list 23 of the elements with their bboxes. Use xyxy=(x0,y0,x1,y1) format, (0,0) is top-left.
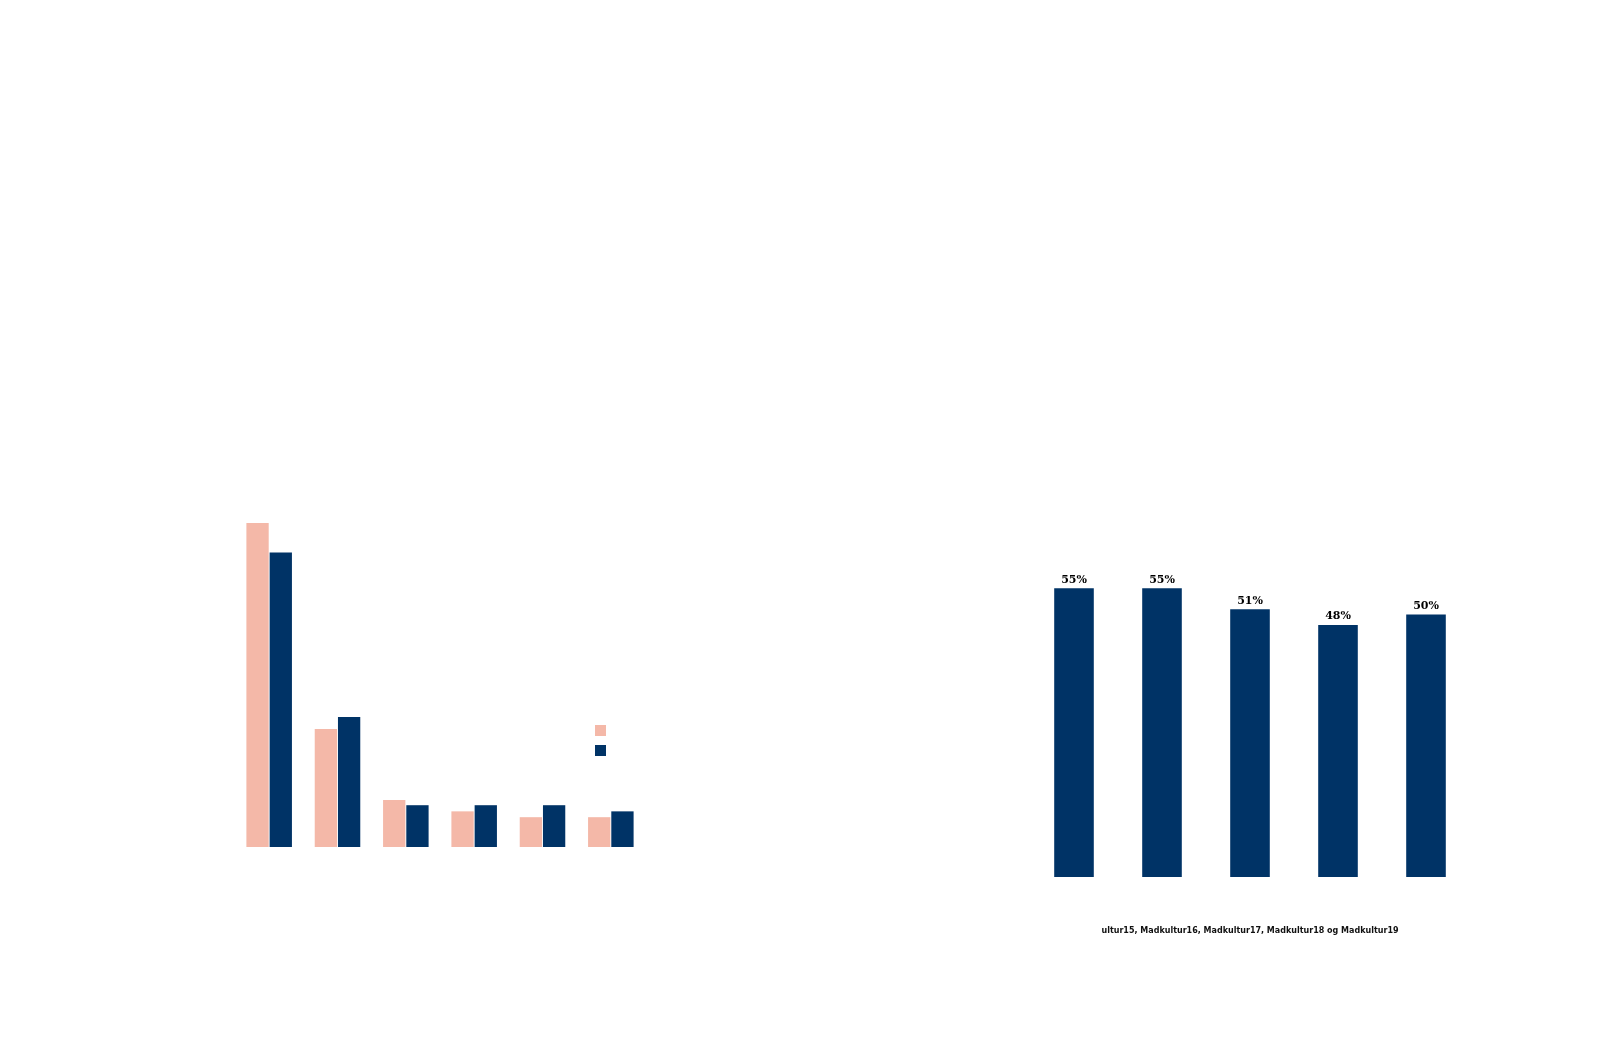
data-label: 55% xyxy=(1149,572,1176,586)
bar xyxy=(474,805,497,847)
data-label: 48% xyxy=(1325,609,1352,623)
data-label: 51% xyxy=(1237,593,1264,607)
bar xyxy=(1054,588,1094,877)
bar xyxy=(451,811,474,847)
bar xyxy=(246,523,269,847)
bar xyxy=(1230,609,1270,877)
text: ultur15, Madkultur16, Madkultur17, Madkultur18 og Madkultur19 xyxy=(1100,926,1400,935)
bar xyxy=(383,800,406,847)
bar xyxy=(1318,625,1358,877)
bar xyxy=(337,717,361,847)
bar xyxy=(542,805,566,847)
bar xyxy=(588,817,611,847)
bar xyxy=(1142,588,1182,877)
bar xyxy=(269,552,292,847)
bar xyxy=(314,729,338,847)
bar xyxy=(1406,614,1446,877)
data-label: 50% xyxy=(1413,598,1440,612)
data-label: 55% xyxy=(1061,572,1088,586)
bar xyxy=(519,817,543,847)
bar xyxy=(406,805,429,847)
bar xyxy=(611,811,634,847)
